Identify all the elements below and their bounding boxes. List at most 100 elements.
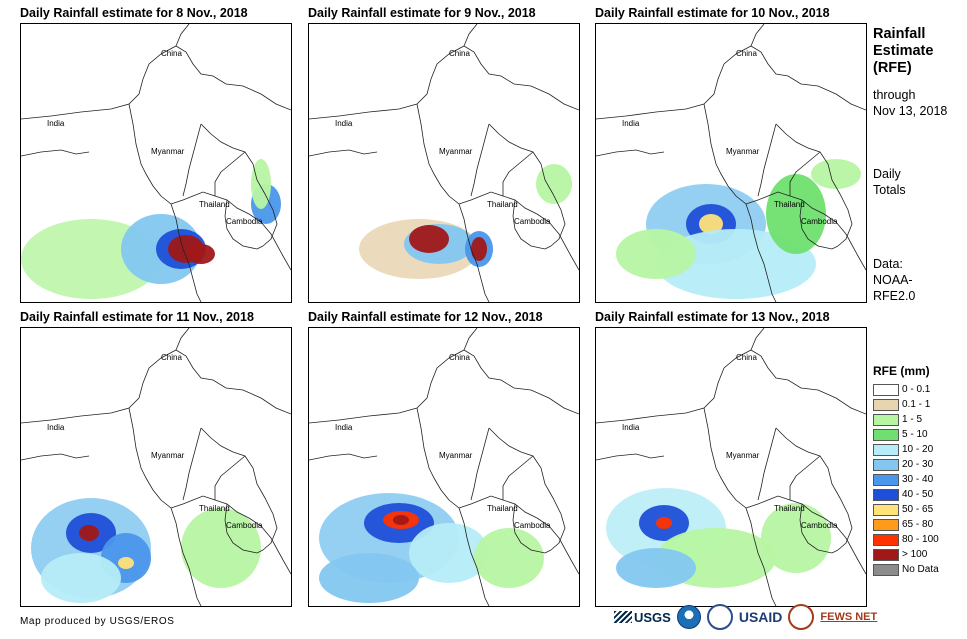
legend-label: 0 - 0.1 bbox=[902, 384, 931, 395]
country-border bbox=[224, 199, 264, 250]
rainfall-map: China India Myanmar Thailand Cambodia bbox=[20, 327, 292, 607]
country-border bbox=[757, 123, 777, 197]
country-label-china: China bbox=[449, 353, 470, 362]
rain-area bbox=[811, 159, 861, 189]
country-border bbox=[175, 328, 190, 351]
data-label: Data: bbox=[873, 257, 903, 271]
rainfall-map: China India Myanmar Thailand Cambodia bbox=[308, 327, 580, 607]
through-label: through bbox=[873, 88, 916, 102]
country-label-thailand: Thailand bbox=[487, 504, 518, 513]
rainfall-panel-nov-11: Daily Rainfall estimate for 11 Nov., 201… bbox=[20, 310, 295, 610]
usaid-logo: USAID bbox=[738, 609, 783, 625]
legend-swatch bbox=[873, 488, 899, 501]
fews-net-logo: FEWS NET bbox=[820, 611, 878, 623]
country-label-thailand: Thailand bbox=[774, 504, 805, 513]
country-border bbox=[214, 151, 246, 196]
country-border bbox=[596, 453, 665, 461]
country-border bbox=[200, 123, 278, 247]
legend-item: 0 - 0.1 bbox=[873, 382, 939, 397]
legend-label: 1 - 5 bbox=[902, 414, 923, 425]
country-border bbox=[178, 537, 202, 606]
rfe-legend: RFE (mm) 0 - 0.1 0.1 - 1 1 - 5 5 - 10 10 - 2… bbox=[873, 364, 939, 577]
country-border bbox=[823, 213, 866, 271]
legend-item: 50 - 65 bbox=[873, 502, 939, 517]
country-border bbox=[182, 427, 202, 501]
legend-swatch bbox=[873, 518, 899, 531]
legend-item: 20 - 30 bbox=[873, 457, 939, 472]
rain-area bbox=[187, 244, 215, 264]
rainfall-panel-nov-13: Daily Rainfall estimate for 13 Nov., 201… bbox=[595, 310, 870, 610]
country-border bbox=[309, 453, 378, 461]
rainfall-map: China India Myanmar Thailand Cambodia bbox=[595, 327, 867, 607]
panel-title: Daily Rainfall estimate for 8 Nov., 2018 bbox=[20, 6, 248, 20]
rain-area bbox=[409, 523, 489, 583]
through-date: Nov 13, 2018 bbox=[873, 104, 948, 118]
legend-swatch bbox=[873, 473, 899, 486]
legend-item: 65 - 80 bbox=[873, 517, 939, 532]
country-border bbox=[502, 151, 534, 196]
country-border bbox=[128, 103, 180, 235]
country-border bbox=[21, 453, 90, 461]
legend-item: 1 - 5 bbox=[873, 412, 939, 427]
legend-swatch bbox=[873, 428, 899, 441]
country-border bbox=[463, 24, 478, 47]
rain-area bbox=[656, 229, 816, 299]
country-border bbox=[745, 191, 825, 215]
country-label-china: China bbox=[736, 49, 757, 58]
country-border bbox=[488, 123, 566, 247]
rainfall-map: China India Myanmar Thailand Cambodia bbox=[308, 23, 580, 303]
country-border bbox=[416, 103, 468, 235]
country-border bbox=[463, 328, 478, 351]
country-label-cambodia: Cambodia bbox=[514, 521, 551, 530]
rainfall-panel-nov-9: Daily Rainfall estimate for 9 Nov., 2018… bbox=[308, 6, 583, 306]
country-border bbox=[248, 213, 291, 271]
legend-swatch bbox=[873, 503, 899, 516]
country-label-india: India bbox=[335, 119, 353, 128]
country-label-myanmar: Myanmar bbox=[151, 147, 185, 156]
legend-label: 10 - 20 bbox=[902, 444, 934, 455]
country-border bbox=[224, 503, 264, 554]
legend-label: 30 - 40 bbox=[902, 474, 934, 485]
legend-item: > 100 bbox=[873, 547, 939, 562]
country-label-china: China bbox=[161, 353, 182, 362]
country-border bbox=[775, 123, 853, 247]
country-border bbox=[21, 149, 90, 157]
country-border bbox=[703, 103, 755, 235]
country-border bbox=[458, 495, 538, 519]
rainfall-map: China India Myanmar Thailand Cambodia bbox=[595, 23, 867, 303]
country-border bbox=[750, 328, 765, 351]
legend-swatch bbox=[873, 413, 899, 426]
country-border bbox=[502, 455, 534, 500]
country-label-cambodia: Cambodia bbox=[514, 217, 551, 226]
panel-title: Daily Rainfall estimate for 9 Nov., 2018 bbox=[308, 6, 536, 20]
country-label-china: China bbox=[449, 49, 470, 58]
country-label-thailand: Thailand bbox=[487, 200, 518, 209]
rain-area bbox=[118, 557, 134, 569]
legend-label: 40 - 50 bbox=[902, 489, 934, 500]
country-label-india: India bbox=[335, 423, 353, 432]
legend-swatch bbox=[873, 383, 899, 396]
rain-area bbox=[319, 553, 419, 603]
country-label-india: India bbox=[622, 119, 640, 128]
usgs-logo: USGS bbox=[614, 610, 671, 625]
legend-swatch bbox=[873, 443, 899, 456]
legend-title: RFE (mm) bbox=[873, 364, 930, 378]
rain-area bbox=[79, 525, 99, 541]
country-label-china: China bbox=[736, 353, 757, 362]
title-line: Rainfall bbox=[873, 26, 926, 42]
country-border bbox=[753, 537, 777, 606]
legend-swatch bbox=[873, 548, 899, 561]
rain-area bbox=[699, 214, 723, 234]
country-border bbox=[21, 45, 291, 120]
country-border bbox=[309, 349, 579, 424]
legend-item: 5 - 10 bbox=[873, 427, 939, 442]
rain-area bbox=[474, 528, 544, 588]
legend-swatch bbox=[873, 563, 899, 576]
usaid-seal-icon bbox=[706, 604, 733, 630]
country-border bbox=[309, 45, 579, 120]
legend-label: 50 - 65 bbox=[902, 504, 934, 515]
country-border bbox=[823, 517, 866, 575]
country-border bbox=[214, 455, 246, 500]
usgs-text: USGS bbox=[634, 609, 671, 625]
data-source-line: RFE2.0 bbox=[873, 289, 916, 303]
